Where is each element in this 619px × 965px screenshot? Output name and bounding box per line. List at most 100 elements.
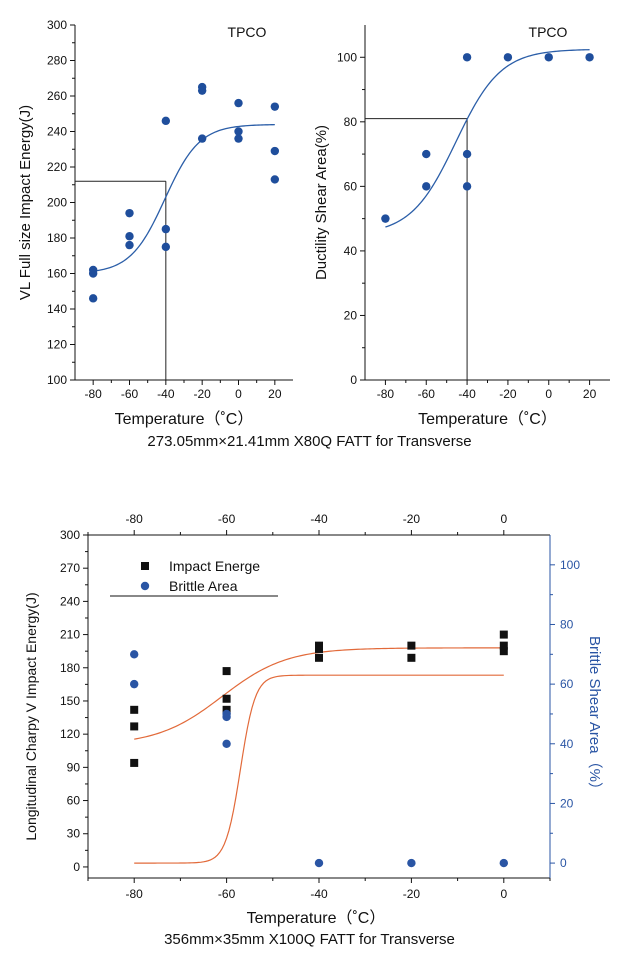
brittle-area-point (130, 679, 139, 689)
data-point (585, 53, 594, 62)
y-tick-label: 300 (60, 528, 80, 542)
y-tick-label: 100 (337, 50, 357, 64)
y-tick-label: 240 (60, 594, 80, 608)
data-point (270, 102, 280, 111)
x-tick-label: -20 (499, 387, 517, 401)
y-tick-label: 60 (67, 794, 81, 808)
x-tick-label: -60 (121, 387, 139, 401)
data-point (462, 53, 472, 62)
data-point (161, 242, 171, 252)
y2-tick-label: 100 (560, 558, 580, 572)
y2-tick-label: 0 (560, 856, 567, 870)
data-point (88, 265, 98, 275)
data-point (197, 82, 207, 92)
brittle-area-point (222, 739, 231, 748)
x-top-tick-label: -60 (218, 512, 236, 526)
y-tick-label: 60 (344, 179, 358, 193)
y-tick-label: 90 (67, 760, 81, 774)
y-tick-label: 30 (67, 827, 81, 841)
y-tick-label: 180 (47, 231, 67, 245)
data-point (197, 134, 207, 143)
x-top-tick-label: -80 (126, 512, 144, 526)
x-tick-label: -40 (157, 387, 175, 401)
y-tick-label: 120 (47, 338, 67, 352)
y-axis-label: Longitudinal Charpy V Impact Energy(J) (23, 592, 39, 840)
impact-energy-point (130, 705, 139, 714)
data-point (422, 182, 431, 191)
impact-energy-point (407, 653, 416, 662)
y2-tick-label: 80 (560, 617, 574, 631)
x-axis-label: Temperature（˚C） (418, 410, 557, 428)
caption-bottom: 356mm×35mm X100Q FATT for Transverse (164, 931, 455, 948)
impact-energy-point (499, 630, 508, 639)
y-tick-label: 210 (60, 628, 80, 642)
y-tick-label: 120 (60, 727, 80, 741)
chart-title: TPCO (228, 24, 267, 40)
data-point (234, 98, 243, 108)
x-tick-label: 0 (545, 387, 552, 401)
impact-energy-point (315, 641, 323, 650)
x-axis-label: Temperature（˚C） (247, 909, 386, 927)
x-tick-label: -20 (403, 887, 421, 901)
chart-title: TPCO (529, 24, 568, 40)
data-point (422, 149, 431, 159)
impact-energy-point (499, 647, 508, 656)
data-point (503, 53, 513, 62)
data-point (161, 116, 171, 126)
data-point (161, 224, 171, 234)
brittle-area-point (314, 858, 324, 868)
legend-label-brittle: Brittle Area (169, 578, 238, 594)
x-tick-label: -60 (218, 887, 236, 901)
y-tick-label: 280 (47, 54, 67, 68)
y-tick-label: 260 (47, 89, 67, 103)
impact-energy-point (222, 667, 231, 676)
brittle-area-point (499, 858, 508, 868)
legend-marker-brittle (140, 581, 150, 591)
brittle-area-point (130, 650, 139, 659)
data-point (462, 182, 472, 191)
data-point (270, 175, 280, 184)
data-point (270, 146, 280, 156)
y-tick-label: 100 (47, 373, 67, 387)
y-tick-label: 220 (47, 160, 67, 174)
chart-shear-area: 0 20 40 60 80 100 -80 -60 -40 -20 0 20 TPCO Temperatu… (313, 24, 610, 428)
impact-energy-point (130, 722, 139, 731)
fit-curve (385, 49, 590, 228)
y-tick-label: 200 (47, 196, 67, 210)
data-point (125, 208, 134, 218)
impact-energy-point (130, 758, 139, 767)
brittle-area-point (407, 858, 416, 868)
y-tick-label: 150 (60, 694, 80, 708)
caption-top: 273.05mm×21.41mm X80Q FATT for Transvers… (147, 433, 472, 450)
data-point (381, 214, 390, 223)
y-tick-label: 40 (344, 244, 358, 258)
y-tick-label: 160 (47, 267, 67, 281)
legend-marker-impact (141, 562, 149, 570)
x-top-tick-label: -40 (310, 512, 328, 526)
y-axis-label: Ductility Shear Area(%) (313, 125, 330, 280)
x-tick-label: -80 (126, 887, 144, 901)
chart-charpy-transition: 0 30 60 90 120 150 180 210 240 270 300 0 20 40 60 80 100… (23, 512, 603, 927)
x-tick-label: 20 (583, 387, 597, 401)
x-tick-label: 0 (235, 387, 242, 401)
y2-tick-label: 60 (560, 677, 574, 691)
y-tick-label: 140 (47, 302, 67, 316)
y2-tick-label: 20 (560, 796, 574, 810)
x-top-tick-label: -20 (403, 512, 421, 526)
brittle-area-point (222, 709, 231, 719)
y-axis-label: VL Full size Impact Energy(J) (17, 105, 34, 300)
x-tick-label: -40 (310, 887, 328, 901)
data-point (234, 134, 243, 143)
impact-energy-point (407, 641, 416, 650)
x-tick-label: -20 (193, 387, 211, 401)
data-point (88, 294, 98, 303)
y-tick-label: 20 (344, 308, 358, 322)
x-top-tick-label: 0 (500, 512, 507, 526)
data-point (462, 149, 472, 159)
data-point (125, 240, 134, 250)
y-tick-label: 300 (47, 18, 67, 32)
x-tick-label: 0 (500, 887, 507, 901)
y-tick-label: 180 (60, 661, 80, 675)
